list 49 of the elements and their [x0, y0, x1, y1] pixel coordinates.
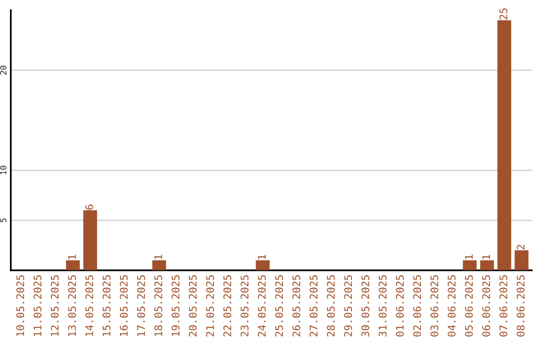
- x-tick-label: 20.05.2025: [188, 275, 197, 336]
- x-tick-label: 29.05.2025: [344, 275, 352, 336]
- x-tick-label: 10.05.2025: [16, 275, 24, 336]
- data-label: 1: [465, 254, 473, 260]
- bar: [480, 260, 494, 270]
- data-label: 6: [85, 204, 94, 210]
- y-tick-label: 5: [0, 218, 6, 222]
- x-tick-label: 11.05.2025: [34, 275, 42, 336]
- bar: [152, 260, 166, 270]
- x-tick-label: 28.05.2025: [326, 275, 335, 336]
- x-tick-label: 07.06.2025: [499, 275, 508, 336]
- x-tick-label: 30.05.2025: [361, 275, 370, 336]
- data-label: 2: [516, 244, 524, 250]
- x-tick-label: 26.05.2025: [292, 275, 300, 336]
- data-label: 1: [258, 254, 266, 260]
- x-tick-label: 23.05.2025: [240, 275, 249, 336]
- bar: [514, 250, 528, 270]
- x-tick-label: 01.06.2025: [396, 275, 404, 336]
- x-tick-label: 02.06.2025: [413, 275, 422, 336]
- x-tick-label: 25.05.2025: [275, 275, 284, 336]
- data-label: 1: [482, 254, 490, 260]
- x-tick-label: 19.05.2025: [172, 275, 180, 336]
- x-tick-label: 22.05.2025: [223, 275, 232, 336]
- y-tick-label: 20: [0, 66, 6, 75]
- x-tick-label: 16.05.2025: [120, 275, 128, 336]
- x-tick-label: 04.06.2025: [448, 275, 456, 336]
- x-tick-label: 08.06.2025: [516, 275, 525, 336]
- bar: [497, 20, 512, 270]
- bar: [256, 260, 270, 270]
- x-tick-label: 14.05.2025: [85, 275, 94, 336]
- x-tick-label: 21.05.2025: [206, 275, 214, 336]
- data-label: 1: [154, 254, 162, 260]
- x-tick-label: 05.06.2025: [464, 275, 473, 336]
- x-tick-label: 17.05.2025: [137, 275, 145, 336]
- x-tick-label: 27.05.2025: [310, 275, 318, 336]
- data-label: 1: [68, 254, 76, 260]
- x-tick-label: 12.05.2025: [50, 275, 59, 336]
- bar: [66, 260, 80, 270]
- x-tick-label: 06.06.2025: [482, 275, 490, 336]
- y-tick-label: 10: [0, 166, 6, 174]
- data-label: 25: [499, 8, 508, 20]
- x-tick-label: 31.05.2025: [378, 275, 387, 336]
- bar: [83, 210, 98, 270]
- x-tick-label: 15.05.2025: [102, 275, 110, 336]
- x-tick-label: 13.05.2025: [68, 275, 76, 336]
- bar: [462, 260, 477, 270]
- x-tick-label: 24.05.2025: [258, 275, 266, 336]
- x-tick-label: 18.05.2025: [154, 275, 162, 336]
- x-tick-label: 03.06.2025: [430, 275, 438, 336]
